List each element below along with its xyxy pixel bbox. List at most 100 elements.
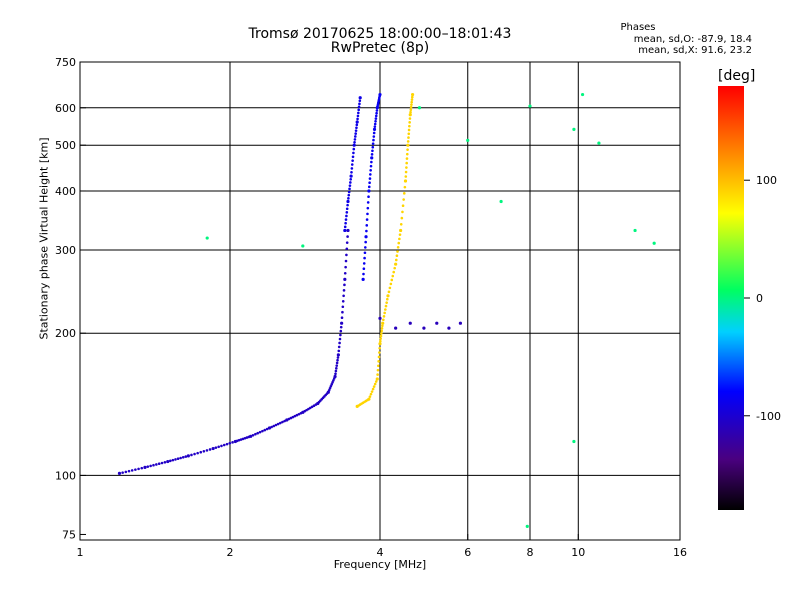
data-point bbox=[258, 430, 262, 434]
data-point bbox=[375, 111, 378, 115]
data-point bbox=[407, 128, 411, 132]
data-point bbox=[334, 369, 338, 373]
data-point bbox=[287, 417, 291, 421]
data-point bbox=[340, 321, 344, 325]
data-point bbox=[117, 471, 122, 475]
data-point bbox=[205, 449, 209, 452]
data-point bbox=[372, 138, 375, 142]
data-point bbox=[396, 250, 399, 253]
data-point bbox=[342, 289, 346, 292]
data-point bbox=[341, 305, 345, 309]
data-point bbox=[400, 216, 404, 220]
data-point bbox=[376, 368, 380, 372]
data-point bbox=[499, 199, 503, 204]
data-point bbox=[393, 266, 396, 270]
data-point bbox=[378, 351, 381, 354]
data-point bbox=[346, 228, 350, 233]
data-point bbox=[410, 98, 414, 101]
data-point bbox=[388, 286, 392, 290]
data-point bbox=[336, 356, 340, 359]
data-point bbox=[344, 265, 347, 269]
data-point bbox=[357, 105, 361, 109]
data-point bbox=[355, 120, 359, 124]
data-point bbox=[408, 117, 412, 120]
y-tick-label: 750 bbox=[55, 56, 76, 69]
data-point bbox=[263, 428, 267, 432]
data-point bbox=[406, 140, 410, 143]
x-tick-label: 1 bbox=[77, 546, 84, 559]
data-point bbox=[372, 131, 376, 135]
colorbar-ticks: 100 0 -100 bbox=[744, 174, 781, 423]
data-point bbox=[408, 113, 412, 117]
data-point bbox=[251, 433, 255, 437]
data-point bbox=[528, 104, 532, 108]
data-point bbox=[408, 321, 412, 325]
data-point bbox=[466, 138, 470, 142]
data-point bbox=[231, 441, 234, 444]
data-point bbox=[378, 316, 382, 320]
data-point bbox=[364, 235, 368, 239]
colorbar bbox=[718, 86, 744, 510]
data-point bbox=[371, 149, 374, 153]
data-point bbox=[344, 221, 347, 225]
data-point bbox=[403, 185, 407, 189]
colorbar-title: [deg] bbox=[718, 68, 756, 84]
data-point bbox=[220, 444, 223, 448]
data-point bbox=[354, 129, 358, 132]
data-point bbox=[368, 395, 372, 398]
data-point bbox=[171, 458, 175, 462]
data-point bbox=[362, 272, 365, 276]
data-point bbox=[342, 294, 345, 298]
data-point bbox=[331, 381, 334, 384]
data-point bbox=[352, 151, 355, 155]
data-point bbox=[373, 125, 377, 129]
x-axis-ticks: 1 2 4 6 8 10 16 bbox=[77, 534, 687, 559]
data-point bbox=[335, 367, 338, 370]
data-point bbox=[353, 140, 356, 144]
data-point bbox=[289, 416, 293, 420]
data-point bbox=[334, 372, 337, 376]
data-point bbox=[367, 195, 370, 199]
data-point bbox=[397, 241, 401, 245]
x-tick-label: 4 bbox=[377, 546, 384, 559]
data-point bbox=[345, 207, 349, 211]
data-point bbox=[278, 421, 282, 425]
y-tick-label: 300 bbox=[55, 244, 76, 257]
data-point bbox=[407, 132, 411, 136]
data-point bbox=[134, 468, 137, 471]
data-point bbox=[347, 197, 350, 200]
data-point bbox=[392, 270, 396, 274]
data-point bbox=[404, 170, 408, 174]
data-point bbox=[351, 155, 355, 159]
data-point bbox=[272, 424, 276, 428]
data-point bbox=[597, 141, 601, 145]
data-point bbox=[335, 361, 339, 365]
data-point bbox=[355, 123, 359, 127]
data-point bbox=[365, 229, 368, 233]
data-point bbox=[143, 465, 147, 469]
data-point bbox=[350, 167, 354, 170]
data-point bbox=[458, 321, 463, 325]
data-point bbox=[364, 240, 367, 244]
data-point bbox=[346, 199, 350, 204]
data-point bbox=[343, 277, 347, 281]
data-point bbox=[339, 333, 342, 337]
data-point bbox=[366, 212, 369, 216]
data-point bbox=[372, 127, 377, 132]
data-point bbox=[394, 262, 398, 266]
data-point bbox=[130, 469, 134, 472]
data-point bbox=[376, 373, 379, 376]
data-point bbox=[402, 198, 405, 201]
data-point bbox=[353, 138, 357, 141]
data-point bbox=[379, 339, 382, 343]
data-point bbox=[409, 105, 413, 109]
data-point bbox=[398, 237, 401, 241]
data-point bbox=[372, 385, 376, 388]
data-point bbox=[375, 377, 379, 381]
data-point bbox=[652, 241, 656, 245]
phases-heading: Phases bbox=[620, 22, 656, 33]
data-point bbox=[336, 358, 339, 362]
data-point bbox=[384, 308, 387, 311]
data-point bbox=[381, 321, 385, 325]
data-point bbox=[174, 458, 177, 461]
